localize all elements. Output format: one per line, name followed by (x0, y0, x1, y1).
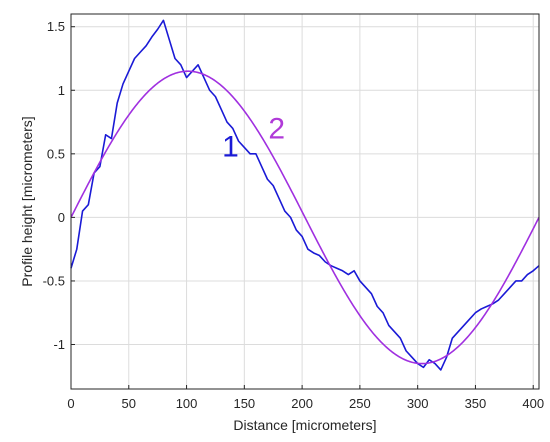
series-lines (70, 19, 540, 371)
y-tick-label: -1 (53, 337, 65, 352)
x-axis-label: Distance [micrometers] (233, 417, 376, 433)
plot-frame (70, 13, 540, 390)
x-tick-label: 0 (67, 396, 74, 411)
x-tick-label: 100 (176, 396, 198, 411)
y-tick-label: 0.5 (47, 146, 65, 161)
x-tick-label: 350 (465, 396, 487, 411)
y-tick-label: 1 (58, 83, 65, 98)
annotation-1: 1 (222, 130, 239, 163)
tick-labels: 0 50 100 150 200 250 300 350 400 -1 -0.5 0 0.5 1 1.5 (43, 19, 544, 411)
y-tick-label: 0 (58, 210, 65, 225)
grid (70, 14, 539, 389)
series-line-2 (70, 70, 540, 365)
x-tick-label: 50 (122, 396, 136, 411)
annotations: 12 (222, 113, 285, 164)
y-tick-label: 1.5 (47, 19, 65, 34)
y-axis-label: Profile height [micrometers] (19, 116, 35, 286)
x-tick-label: 150 (233, 396, 255, 411)
x-tick-label: 200 (291, 396, 313, 411)
x-tick-label: 300 (407, 396, 429, 411)
series-line-1 (70, 19, 540, 371)
x-tick-label: 400 (522, 396, 544, 411)
y-tick-label: -0.5 (43, 273, 65, 288)
x-tick-label: 250 (349, 396, 371, 411)
annotation-2: 2 (268, 113, 285, 146)
axes-frame (70, 13, 540, 390)
